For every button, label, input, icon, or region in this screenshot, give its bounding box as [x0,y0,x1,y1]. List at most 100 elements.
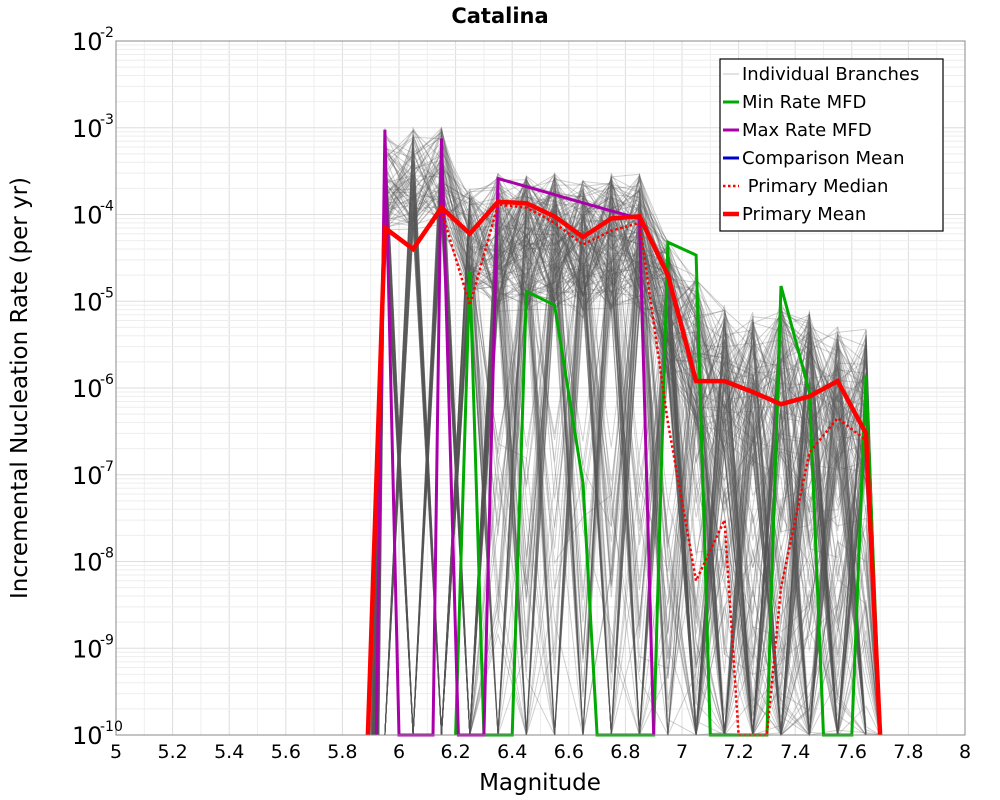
branch-line [376,160,881,737]
x-tick-label: 6 [393,741,405,763]
branch-line [375,164,881,736]
branch-line [378,202,881,736]
branch-line [376,132,881,736]
branch-line [371,141,881,736]
branch-line [376,135,881,736]
branch-line [378,173,881,736]
branch-line [373,145,881,736]
branch-line [376,180,881,736]
branch-line [378,169,881,736]
branch-line [370,181,881,736]
branch-line [373,131,881,736]
branch-line [370,137,881,736]
y-tick-exponent: -2 [100,25,114,41]
branch-line [377,190,881,736]
branch-line [376,211,881,736]
branch-line [371,128,881,736]
branch-line [374,214,881,736]
branch-line [378,173,881,736]
branch-line [377,147,881,736]
branch-line [373,188,881,736]
branch-line [378,186,881,736]
branch-line [374,137,881,737]
y-tick-label: 10 [72,635,103,663]
y-tick-exponent: -4 [100,199,114,215]
legend-label: Primary Mean [742,204,866,225]
branch-line [371,154,881,736]
branch-line [371,175,881,736]
legend-label: Primary Median [742,176,888,197]
y-tick-exponent: -3 [100,112,114,128]
branch-line [372,127,881,736]
branch-line [371,186,881,736]
grid-lines [115,41,966,736]
branch-line [375,189,881,736]
branch-line [374,154,881,736]
branch-line [374,196,881,736]
branch-line [372,189,881,736]
branch-line [372,135,881,736]
branch-line [372,173,881,736]
branch-line [376,179,881,736]
legend: Individual Branches Min Rate MFD Max Rate … [719,58,944,232]
branch-line [370,155,881,736]
legend-label: Min Rate MFD [742,92,866,113]
branch-line [375,166,881,736]
branch-line [373,129,881,736]
branch-line [378,145,881,736]
branch-line [371,192,881,736]
branch-line [375,128,881,736]
branch-line [374,158,881,736]
y-tick-label: 10 [72,722,103,750]
branch-line [376,166,881,736]
branch-line [376,205,881,736]
branch-line [372,137,881,736]
legend-label: Comparison Mean [742,148,905,169]
series-line-5 [365,199,883,736]
branch-line [372,138,881,736]
branch-line [371,139,881,736]
legend-label: Individual Branches [742,64,919,85]
x-axis-label: Magnitude [479,770,601,796]
branch-line [372,175,881,736]
y-tick-exponent: -6 [100,372,114,388]
y-tick-label: 10 [72,115,103,143]
branch-line [374,202,881,736]
branch-line [372,181,881,737]
branch-line [373,182,881,737]
branch-line [376,131,881,736]
branch-line [374,128,881,736]
y-tick-label: 10 [72,288,103,316]
branch-line [372,132,881,736]
x-tick-label: 6.4 [497,741,527,763]
branch-line [372,196,881,736]
branch-line [373,188,881,736]
x-tick-label: 7.6 [837,741,867,763]
branch-line [377,129,881,736]
branch-line [374,188,881,736]
branch-line [373,147,881,736]
branch-line [372,149,881,736]
branch-line [374,162,881,736]
x-tick-labels: 5 5.2 5.4 5.6 5.8 6 6.2 6.4 6.6 6.8 7 7.2 7.4 7.6 7.8 8 [110,741,971,763]
y-tick-exponent: -5 [100,285,114,301]
branch-line [374,176,881,736]
branch-line [374,132,881,736]
branch-line [376,206,881,736]
branch-line [373,133,881,736]
branch-line [378,204,881,736]
x-tick-label: 5.8 [327,741,357,763]
branch-line [373,152,881,736]
branch-line [372,176,881,736]
branch-line [373,175,881,736]
x-tick-label: 6.6 [554,741,584,763]
branch-line [375,159,881,736]
branch-line [378,126,881,736]
x-tick-label: 7.2 [723,741,753,763]
legend-box [719,58,944,232]
y-tick-exponent: -8 [100,546,114,562]
x-tick-label: 8 [959,741,971,763]
branch-line [372,162,881,737]
branch-line [372,148,881,736]
